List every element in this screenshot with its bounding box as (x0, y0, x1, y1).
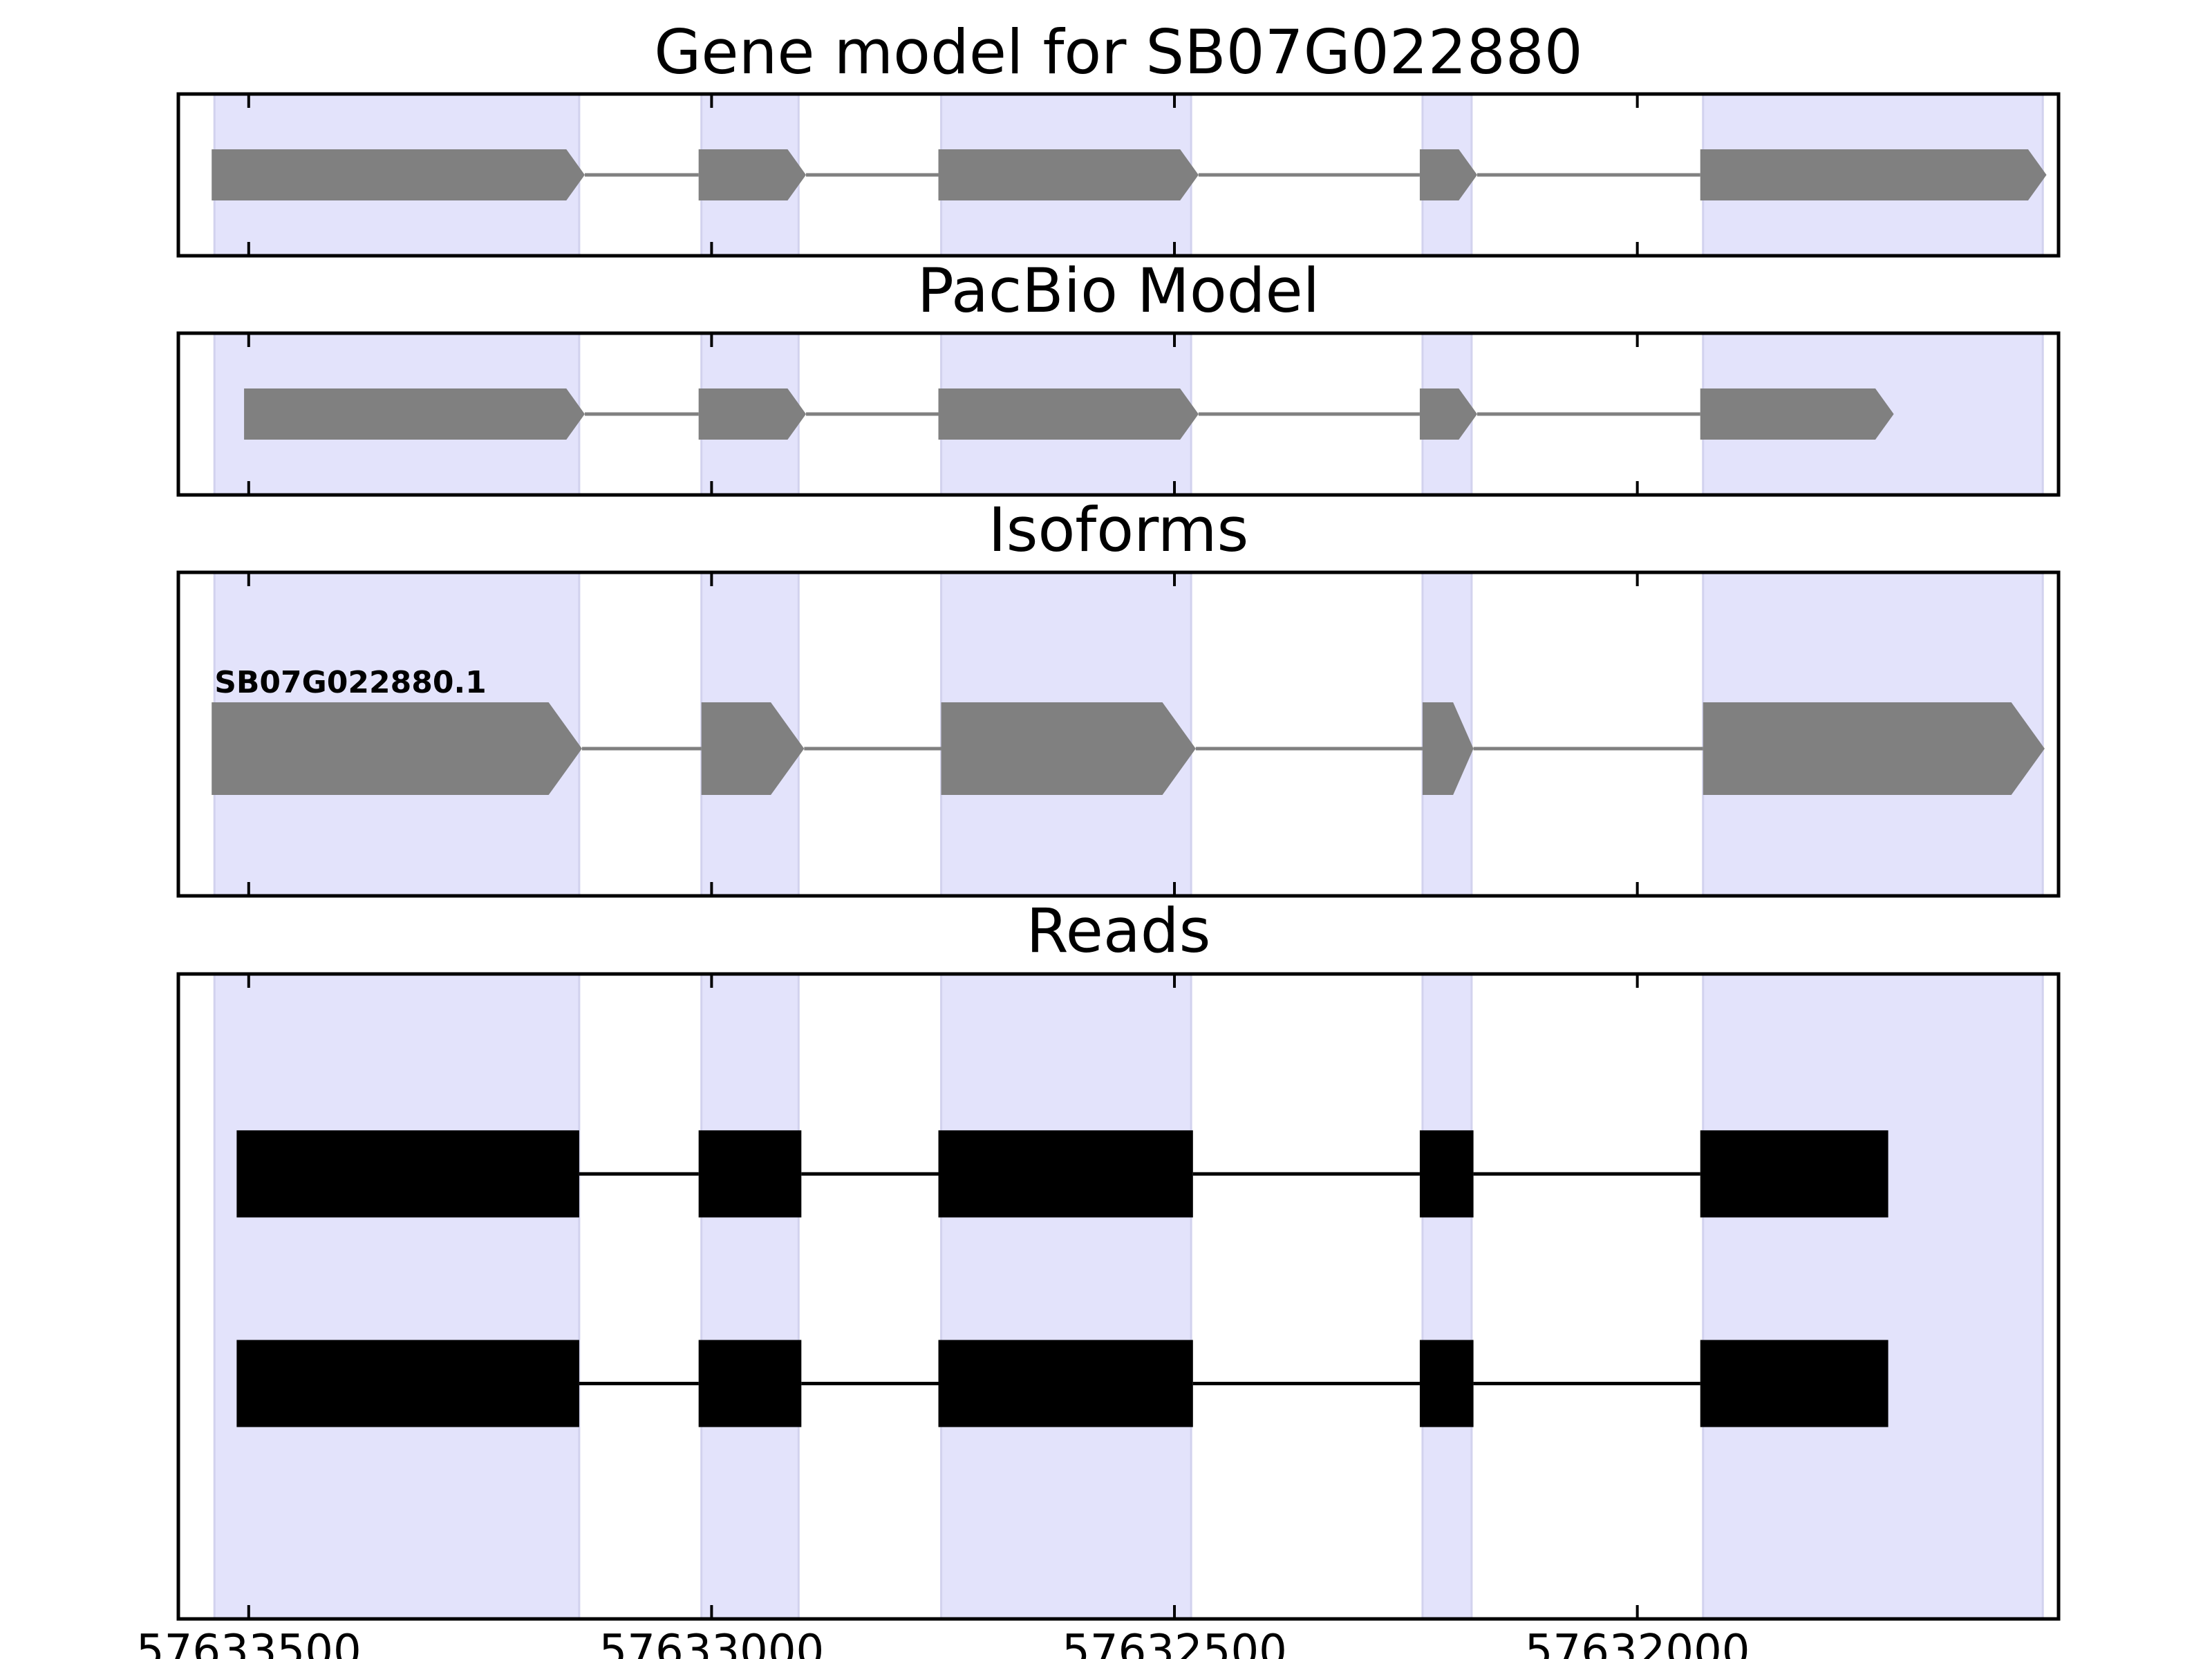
panels-layer: Gene model for SB07G022880 PacBio Model Is… (176, 17, 2061, 1621)
exon-region-shade (1421, 973, 1473, 1620)
read-track (236, 1130, 1888, 1218)
x-tick-label: 57632000 (1525, 1626, 1750, 1659)
panel-frame (176, 972, 2061, 1621)
reads-panel: Reads (176, 895, 2061, 1621)
exon-arrow (1700, 388, 1894, 440)
exon-arrow (244, 388, 585, 440)
panel-title: Gene model for SB07G022880 (654, 17, 1583, 88)
exon-arrow (698, 388, 807, 440)
exon-region-shade (213, 973, 581, 1620)
read-exon-block (1419, 1340, 1474, 1427)
x-axis: 57633500 57633000 57632500 57632000 (136, 1626, 1750, 1659)
panel-frame (176, 570, 2061, 898)
exon-region-shade (700, 973, 800, 1620)
read-exon-block (938, 1130, 1193, 1218)
x-tick-label: 57632500 (1062, 1626, 1287, 1659)
transcript-track (244, 388, 1894, 440)
exon-arrow (212, 149, 585, 200)
read-exon-block (1700, 1130, 1888, 1218)
exon-arrow (698, 149, 807, 200)
panel-title: Isoforms (988, 494, 1249, 565)
read-exon-block (1700, 1340, 1888, 1427)
read-exon-block (938, 1340, 1193, 1427)
panel-frame (176, 331, 2061, 497)
exon-arrow (1700, 149, 2047, 200)
isoforms-panel: Isoforms SB07G022880.1 (176, 494, 2061, 898)
exon-arrow (938, 388, 1199, 440)
transcript-track (212, 149, 2047, 200)
transcript-track (212, 702, 2045, 796)
read-exon-block (1419, 1130, 1474, 1218)
exon-arrow (701, 702, 805, 796)
read-exon-block (698, 1130, 802, 1218)
exon-arrow (1422, 702, 1474, 796)
x-tick-label: 57633500 (136, 1626, 362, 1659)
gene-model-panel: Gene model for SB07G022880 (176, 17, 2061, 258)
exon-region-shade (1702, 973, 2044, 1620)
panel-title: Reads (1027, 895, 1211, 966)
exon-arrow (212, 702, 582, 796)
exon-arrow (1703, 702, 2045, 796)
panel-title: PacBio Model (917, 255, 1320, 326)
exon-arrow (1419, 149, 1477, 200)
exon-arrow (941, 702, 1196, 796)
panel-frame (176, 92, 2061, 258)
read-exon-block (236, 1340, 579, 1427)
exon-arrow (938, 149, 1199, 200)
read-exon-block (236, 1130, 579, 1218)
x-tick-label: 57633000 (599, 1626, 825, 1659)
exon-region-shade (940, 973, 1192, 1620)
isoform-label: SB07G022880.1 (214, 665, 487, 700)
read-track (236, 1340, 1888, 1427)
read-exon-block (698, 1340, 802, 1427)
exon-arrow (1419, 388, 1477, 440)
pacbio-model-panel: PacBio Model (176, 255, 2061, 497)
